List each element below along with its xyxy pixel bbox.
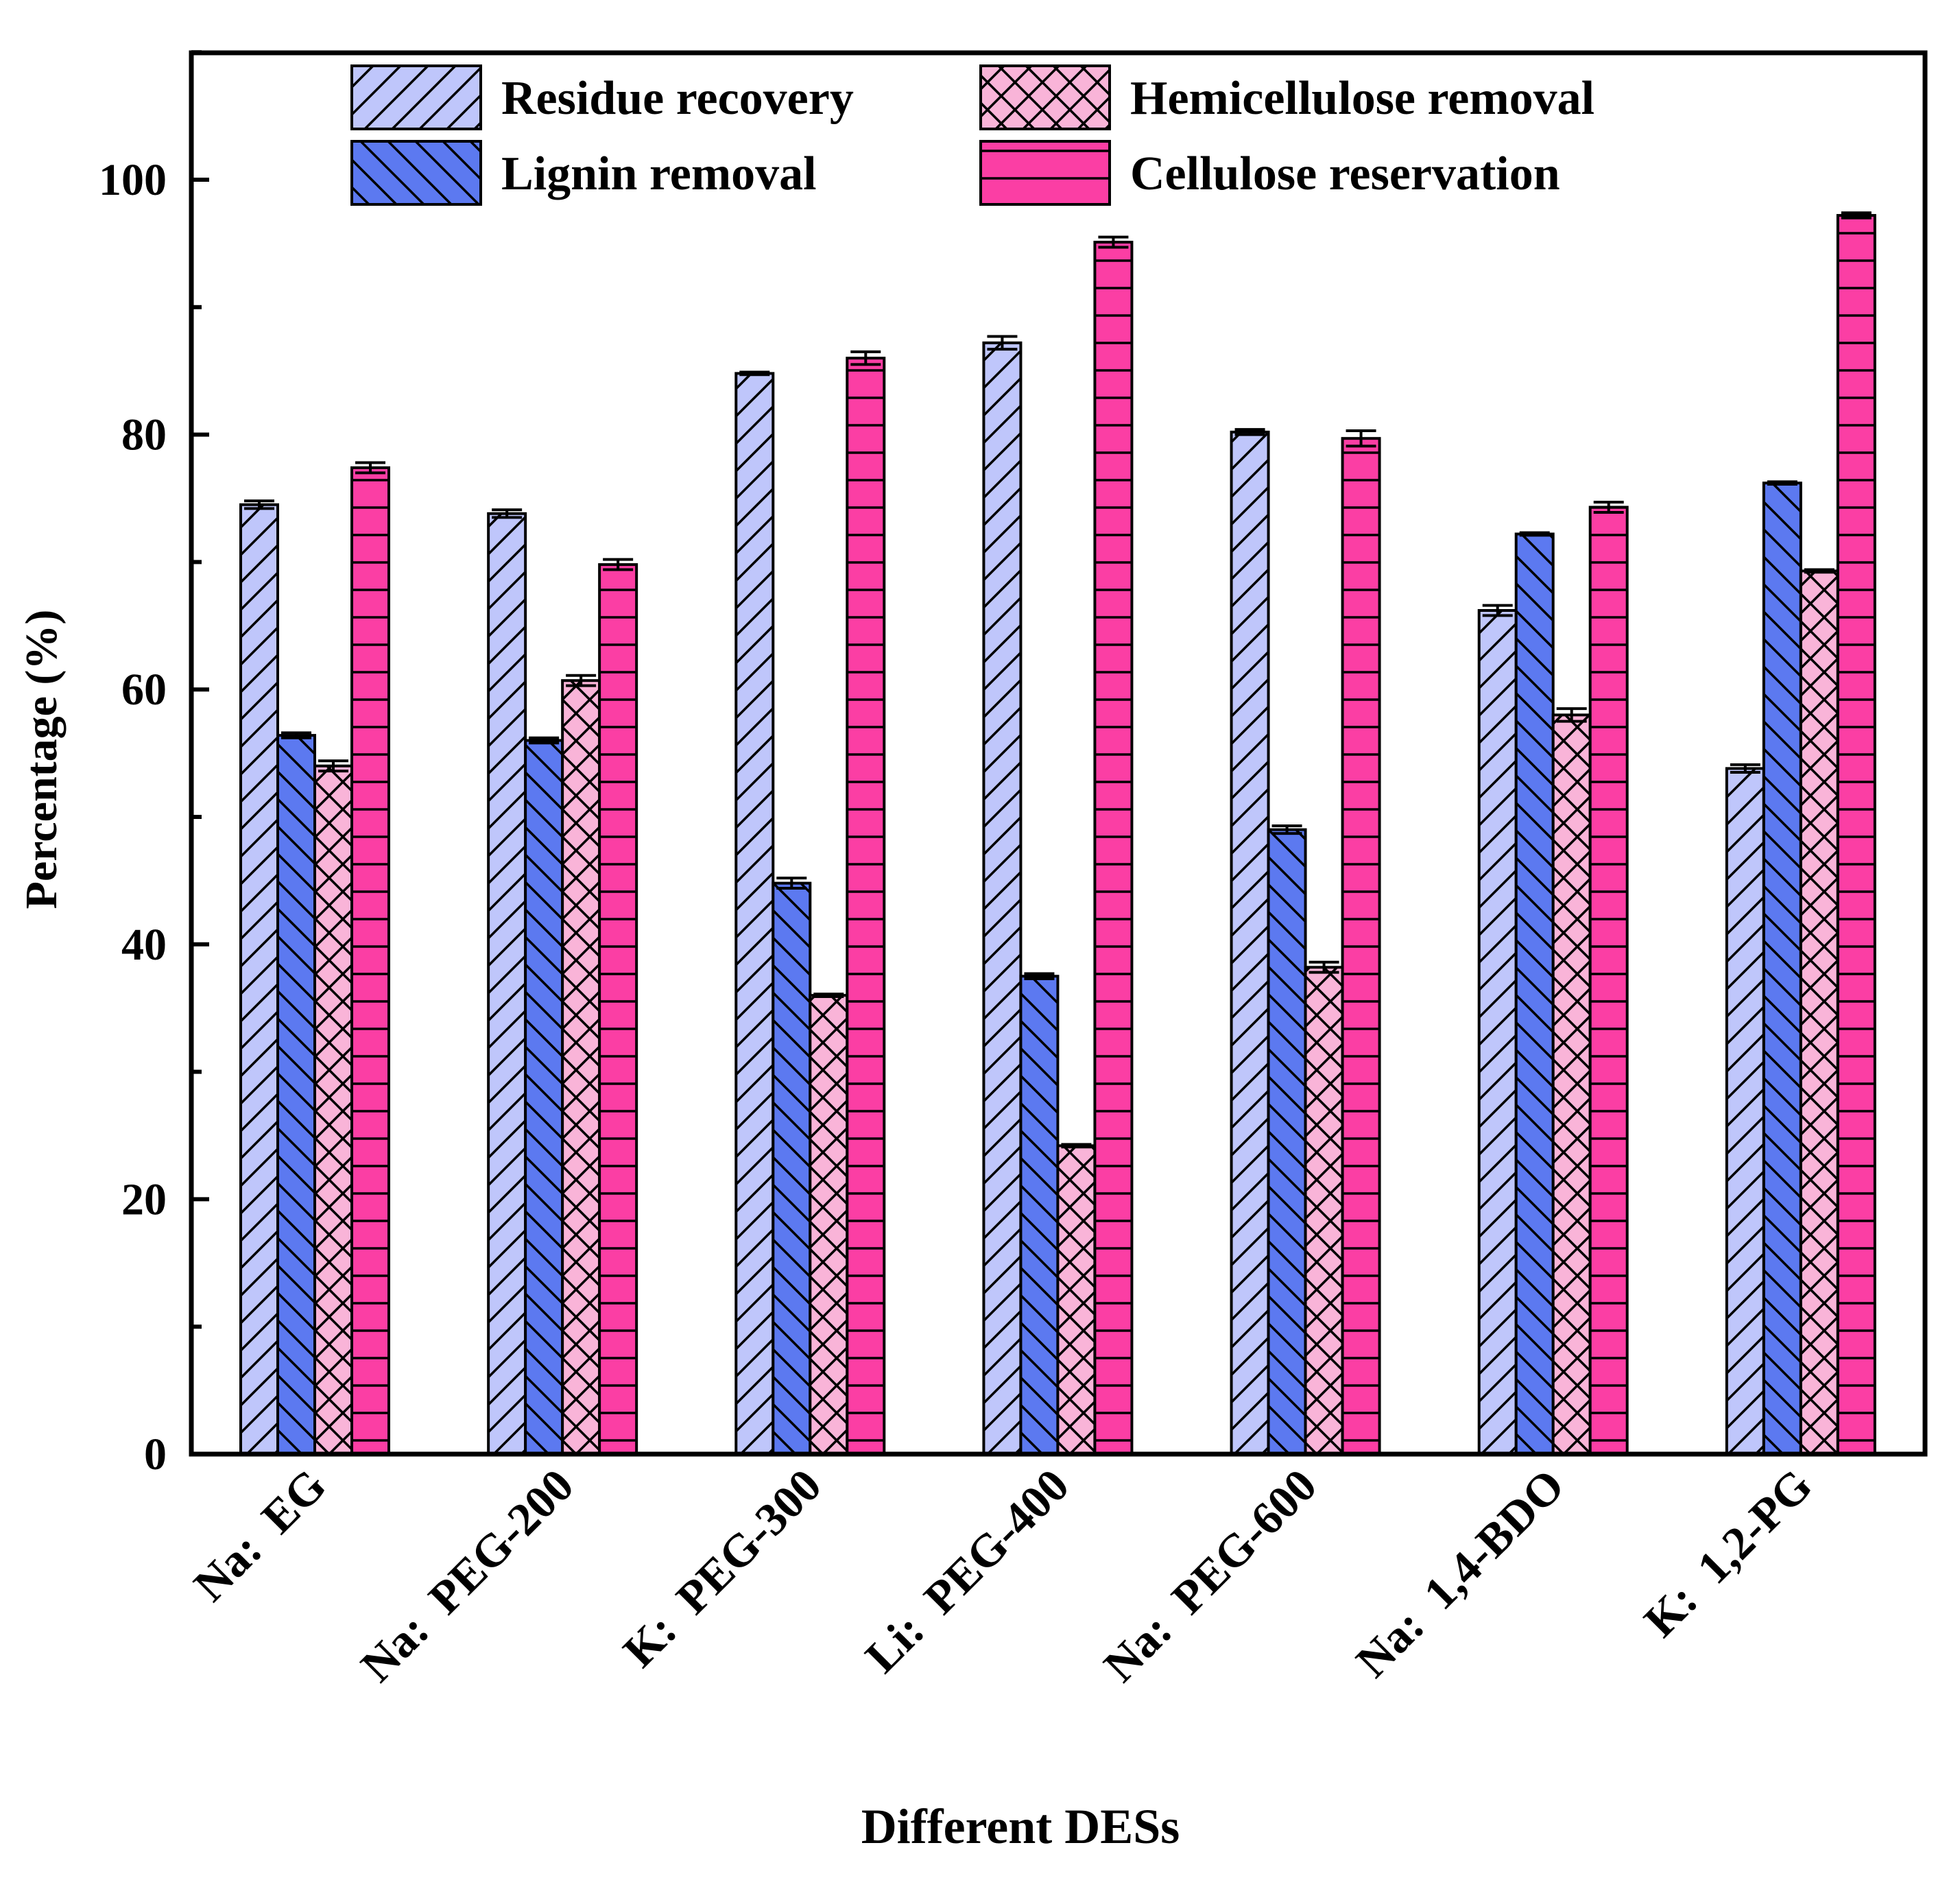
bar-lignin-removal-4 [1019, 975, 1060, 1455]
error-bar-cellulose-reservation-3 [850, 350, 881, 366]
legend-swatch [979, 64, 1111, 130]
bar-residue-recovery-7 [1725, 767, 1765, 1455]
error-bar-hemicellulose-removal-4 [1061, 1143, 1092, 1149]
bar-residue-recovery-3 [734, 372, 775, 1455]
bar-hemicellulose-removal-7 [1799, 569, 1839, 1455]
y-tick-label: 60 [121, 665, 167, 715]
bars-layer [239, 214, 1876, 1456]
y-tick-label: 40 [121, 920, 167, 970]
bar-cellulose-reservation-5 [1341, 437, 1381, 1456]
legend-label: Lignin removal [501, 147, 817, 200]
legend-label: Hemicellulose removal [1130, 72, 1594, 125]
bar-cellulose-reservation-1 [350, 466, 390, 1456]
legend-item-cellulose-reservation: Cellulose reservation [979, 140, 1560, 206]
legend: Residue recovery Hemicellulose removal Lig… [350, 64, 1594, 206]
bar-residue-recovery-6 [1477, 609, 1518, 1455]
error-bar-lignin-removal-1 [281, 731, 311, 739]
x-tick-label: Na: 1,4-BDO [1346, 1459, 1574, 1687]
legend-item-lignin-removal: Lignin removal [350, 140, 817, 206]
error-bar-residue-recovery-3 [739, 370, 770, 377]
legend-swatch [350, 64, 482, 130]
bar-lignin-removal-3 [772, 881, 812, 1455]
error-bar-cellulose-reservation-1 [355, 461, 385, 475]
bar-hemicellulose-removal-6 [1551, 713, 1592, 1455]
error-bar-hemicellulose-removal-2 [566, 674, 597, 687]
legend-item-residue-recovery: Residue recovery [350, 64, 854, 130]
bar-hemicellulose-removal-4 [1056, 1144, 1097, 1455]
legend-swatch [350, 140, 482, 206]
bar-lignin-removal-1 [276, 734, 316, 1455]
y-axis-title: Percentage (%) [16, 610, 67, 910]
error-bar-lignin-removal-6 [1519, 531, 1550, 537]
error-bar-lignin-removal-7 [1767, 480, 1797, 486]
bar-lignin-removal-7 [1762, 482, 1802, 1455]
bar-residue-recovery-5 [1230, 430, 1270, 1455]
error-bar-hemicellulose-removal-5 [1308, 960, 1339, 974]
bar-hemicellulose-removal-1 [313, 764, 353, 1456]
bar-hemicellulose-removal-5 [1304, 966, 1344, 1455]
error-bar-residue-recovery-6 [1482, 604, 1513, 617]
error-bar-lignin-removal-2 [529, 736, 560, 745]
bar-lignin-removal-6 [1514, 532, 1555, 1455]
bar-cellulose-reservation-6 [1588, 506, 1629, 1455]
error-bar-residue-recovery-2 [492, 508, 523, 519]
legend-label: Residue recovery [501, 72, 854, 125]
x-tick-label: Na: PEG-600 [1094, 1459, 1327, 1692]
error-bar-residue-recovery-5 [1234, 428, 1265, 436]
legend-swatch [979, 140, 1111, 206]
bar-residue-recovery-4 [982, 341, 1023, 1456]
error-bar-lignin-removal-3 [776, 877, 807, 890]
bar-residue-recovery-2 [487, 512, 527, 1455]
bar-hemicellulose-removal-3 [809, 994, 849, 1455]
x-tick-label: K: 1,2-PG [1634, 1459, 1821, 1647]
x-tick-label: Li: PEG-400 [855, 1459, 1079, 1683]
bar-hemicellulose-removal-2 [561, 679, 601, 1455]
error-bar-lignin-removal-5 [1271, 824, 1302, 835]
error-bars-layer [244, 211, 1872, 1149]
y-axis: 0 20 40 60 80 100 [99, 50, 209, 1479]
error-bar-cellulose-reservation-6 [1593, 501, 1624, 514]
bar-residue-recovery-1 [239, 503, 279, 1455]
bar-cellulose-reservation-4 [1093, 241, 1134, 1455]
legend-item-hemicellulose-removal: Hemicellulose removal [979, 64, 1594, 130]
error-bar-hemicellulose-removal-7 [1804, 568, 1834, 574]
bar-cellulose-reservation-3 [846, 357, 886, 1455]
x-axis-title: Different DESs [861, 1799, 1180, 1854]
error-bar-residue-recovery-7 [1730, 763, 1760, 774]
error-bar-residue-recovery-4 [987, 335, 1018, 351]
x-tick-label: K: PEG-300 [613, 1459, 831, 1677]
error-bar-hemicellulose-removal-6 [1556, 707, 1587, 723]
error-bar-cellulose-reservation-4 [1098, 235, 1129, 249]
error-bar-lignin-removal-4 [1024, 972, 1055, 980]
error-bar-cellulose-reservation-2 [603, 558, 634, 571]
x-tick-label: Na: EG [184, 1459, 336, 1611]
x-tick-label: Na: PEG-200 [350, 1459, 584, 1692]
y-tick-label: 80 [121, 410, 167, 460]
bar-lignin-removal-5 [1267, 828, 1307, 1455]
bar-cellulose-reservation-2 [598, 563, 638, 1456]
y-tick-label: 100 [99, 155, 167, 205]
y-tick-label: 20 [121, 1174, 167, 1224]
error-bar-residue-recovery-1 [244, 499, 274, 510]
legend-label: Cellulose reservation [1130, 147, 1560, 200]
error-bar-cellulose-reservation-7 [1841, 211, 1872, 219]
plot-frame [189, 50, 1928, 1457]
x-axis: Na: EG Na: PEG-200 K: PEG-300 Li: PEG-400 Na… [184, 1459, 1822, 1692]
y-tick-label: 0 [144, 1429, 167, 1479]
bar-cellulose-reservation-7 [1836, 214, 1876, 1455]
error-bar-hemicellulose-removal-3 [813, 993, 844, 998]
error-bar-hemicellulose-removal-1 [318, 759, 348, 773]
bar-lignin-removal-2 [524, 739, 564, 1455]
error-bar-cellulose-reservation-5 [1346, 429, 1376, 448]
